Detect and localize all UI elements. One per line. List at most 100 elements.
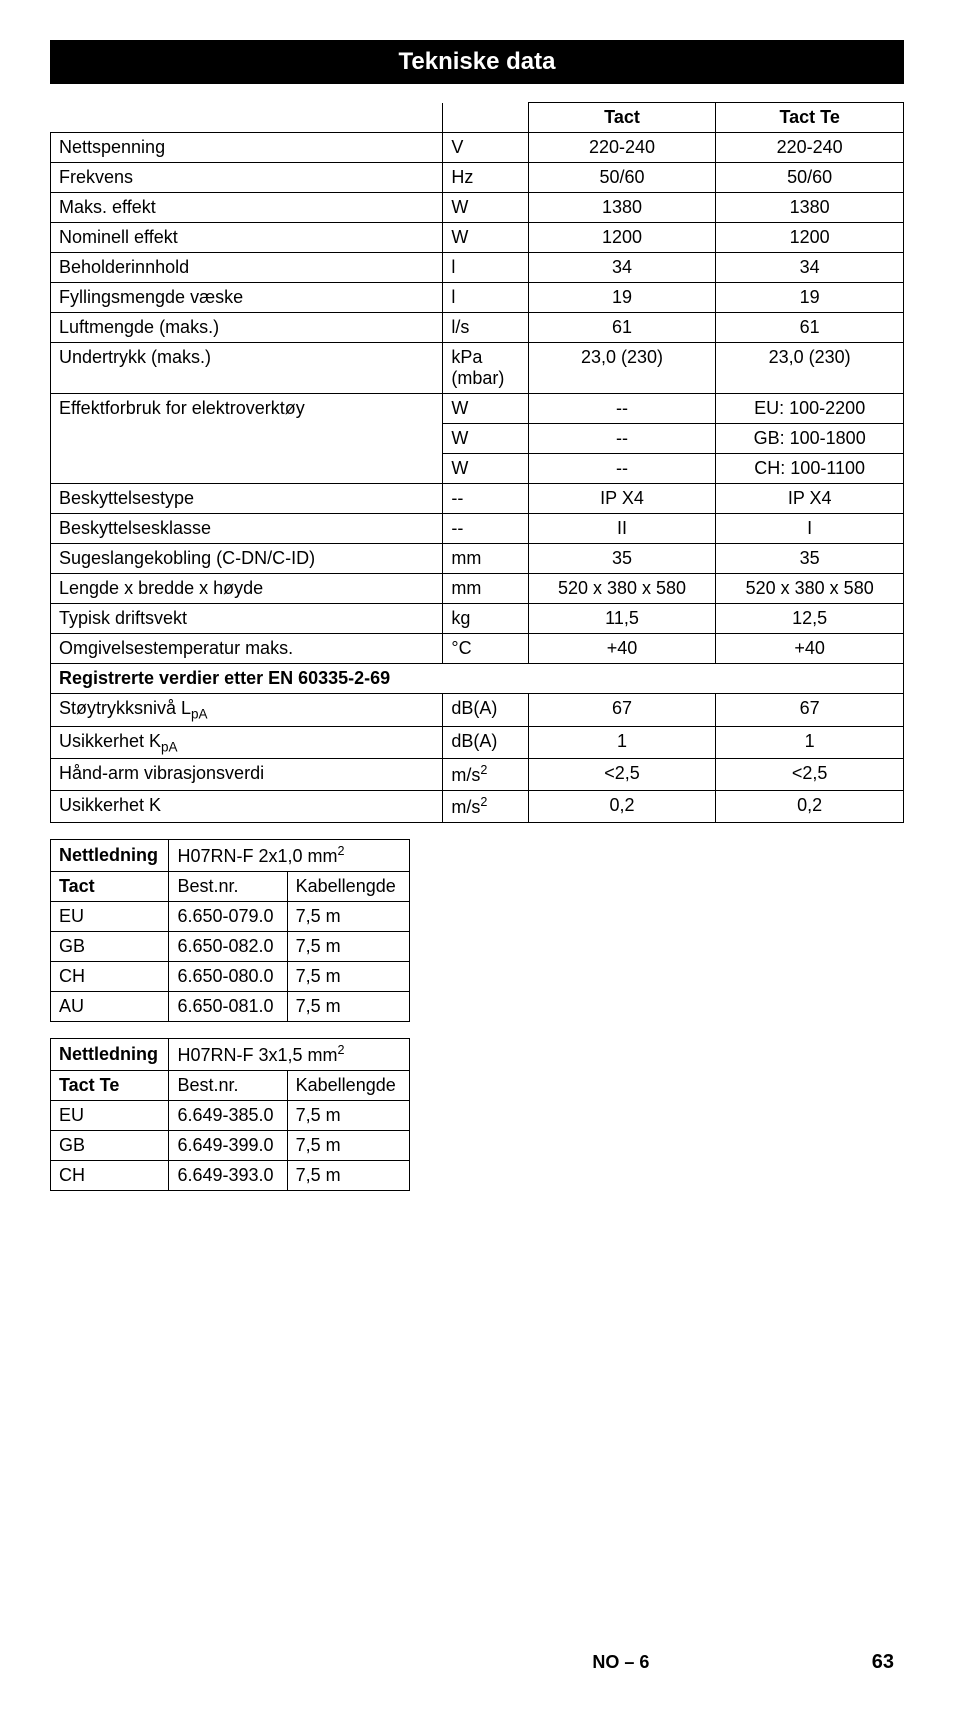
section-header: Registrerte verdier etter EN 60335-2-69 <box>51 664 904 694</box>
spec-unit: l <box>443 283 528 313</box>
spec-unit: Hz <box>443 163 528 193</box>
spec-label: Maks. effekt <box>51 193 443 223</box>
spec-value-tact-te: 1380 <box>716 193 904 223</box>
spec-value-tact: 1380 <box>528 193 716 223</box>
spec-value-tact-te: EU: 100-2200 <box>716 394 904 424</box>
spec-label: Fyllingsmengde væske <box>51 283 443 313</box>
region-code: EU <box>51 902 169 932</box>
spec-unit: W <box>443 223 528 253</box>
model-label: Tact <box>51 872 169 902</box>
spec-label: Typisk driftsvekt <box>51 604 443 634</box>
spec-table: Tact Tact Te NettspenningV220-240220-240… <box>50 102 904 823</box>
spec-value-tact: IP X4 <box>528 484 716 514</box>
nettledning-label: Nettledning <box>51 1039 169 1071</box>
part-number: 6.649-385.0 <box>169 1101 287 1131</box>
cable-length: 7,5 m <box>287 1101 409 1131</box>
region-code: GB <box>51 1131 169 1161</box>
spec-value-tact-te: 61 <box>716 313 904 343</box>
spec-unit: m/s2 <box>443 759 528 791</box>
spec-value-tact-te: 34 <box>716 253 904 283</box>
spec-label: Frekvens <box>51 163 443 193</box>
part-number: 6.650-081.0 <box>169 992 287 1022</box>
spec-value-tact: -- <box>528 454 716 484</box>
col-header-tact: Tact <box>528 103 716 133</box>
spec-value-tact-te: I <box>716 514 904 544</box>
page-title: Tekniske data <box>50 40 904 84</box>
col-header-tact-te: Tact Te <box>716 103 904 133</box>
footer-center: NO – 6 <box>592 1652 649 1673</box>
spec-value-tact: -- <box>528 394 716 424</box>
spec-unit: l/s <box>443 313 528 343</box>
spec-value-tact-te: +40 <box>716 634 904 664</box>
spec-value-tact-te: 1 <box>716 726 904 759</box>
spec-value-tact: 1200 <box>528 223 716 253</box>
part-number: 6.649-393.0 <box>169 1161 287 1191</box>
spec-value-tact: <2,5 <box>528 759 716 791</box>
spec-label: Nettspenning <box>51 133 443 163</box>
cable-length: 7,5 m <box>287 902 409 932</box>
spec-label: Omgivelsestemperatur maks. <box>51 634 443 664</box>
spec-unit: W <box>443 394 528 424</box>
spec-value-tact-te: 67 <box>716 694 904 727</box>
spec-label: Lengde x bredde x høyde <box>51 574 443 604</box>
spec-unit: V <box>443 133 528 163</box>
spec-label: Luftmengde (maks.) <box>51 313 443 343</box>
spec-label: Effektforbruk for elektroverktøy <box>51 394 443 484</box>
spec-label: Hånd-arm vibrasjonsverdi <box>51 759 443 791</box>
spec-value-tact: 34 <box>528 253 716 283</box>
cable-length: 7,5 m <box>287 1161 409 1191</box>
spec-value-tact-te: 1200 <box>716 223 904 253</box>
page-footer: NO – 6 63 <box>50 1651 904 1674</box>
spec-unit: W <box>443 454 528 484</box>
spec-value-tact: 35 <box>528 544 716 574</box>
cable-spec: H07RN-F 3x1,5 mm2 <box>169 1039 410 1071</box>
spec-label: Beskyttelsestype <box>51 484 443 514</box>
spec-unit: m/s2 <box>443 791 528 823</box>
spec-unit: mm <box>443 544 528 574</box>
cable-length: 7,5 m <box>287 932 409 962</box>
spec-value-tact: 61 <box>528 313 716 343</box>
spec-value-tact: -- <box>528 424 716 454</box>
spec-unit: W <box>443 424 528 454</box>
bestnr-label: Best.nr. <box>169 1071 287 1101</box>
cable-length: 7,5 m <box>287 1131 409 1161</box>
spec-value-tact: 11,5 <box>528 604 716 634</box>
cable-spec: H07RN-F 2x1,0 mm2 <box>169 840 410 872</box>
spec-value-tact: +40 <box>528 634 716 664</box>
spec-value-tact-te: 23,0 (230) <box>716 343 904 394</box>
spec-value-tact: 50/60 <box>528 163 716 193</box>
cable-length: 7,5 m <box>287 962 409 992</box>
spec-value-tact-te: GB: 100-1800 <box>716 424 904 454</box>
part-number: 6.650-080.0 <box>169 962 287 992</box>
region-code: CH <box>51 1161 169 1191</box>
length-label: Kabellengde <box>287 872 409 902</box>
spec-value-tact-te: 12,5 <box>716 604 904 634</box>
spec-label: Støytrykksnivå LpA <box>51 694 443 727</box>
spec-label: Sugeslangekobling (C-DN/C-ID) <box>51 544 443 574</box>
spec-unit: -- <box>443 514 528 544</box>
spec-unit: mm <box>443 574 528 604</box>
spec-value-tact-te: 19 <box>716 283 904 313</box>
nettledning-label: Nettledning <box>51 840 169 872</box>
spec-unit: -- <box>443 484 528 514</box>
spec-unit: dB(A) <box>443 726 528 759</box>
spec-value-tact-te: IP X4 <box>716 484 904 514</box>
region-code: AU <box>51 992 169 1022</box>
spec-unit: W <box>443 193 528 223</box>
spec-unit: °C <box>443 634 528 664</box>
spec-value-tact-te: 50/60 <box>716 163 904 193</box>
region-code: GB <box>51 932 169 962</box>
spec-value-tact-te: 35 <box>716 544 904 574</box>
spec-value-tact: 0,2 <box>528 791 716 823</box>
spec-value-tact: 520 x 380 x 580 <box>528 574 716 604</box>
model-label: Tact Te <box>51 1071 169 1101</box>
spec-value-tact-te: 520 x 380 x 580 <box>716 574 904 604</box>
region-code: EU <box>51 1101 169 1131</box>
spec-unit: dB(A) <box>443 694 528 727</box>
part-number: 6.650-082.0 <box>169 932 287 962</box>
spec-value-tact: 19 <box>528 283 716 313</box>
spec-value-tact-te: CH: 100-1100 <box>716 454 904 484</box>
spec-value-tact-te: 0,2 <box>716 791 904 823</box>
spec-label: Undertrykk (maks.) <box>51 343 443 394</box>
bestnr-label: Best.nr. <box>169 872 287 902</box>
